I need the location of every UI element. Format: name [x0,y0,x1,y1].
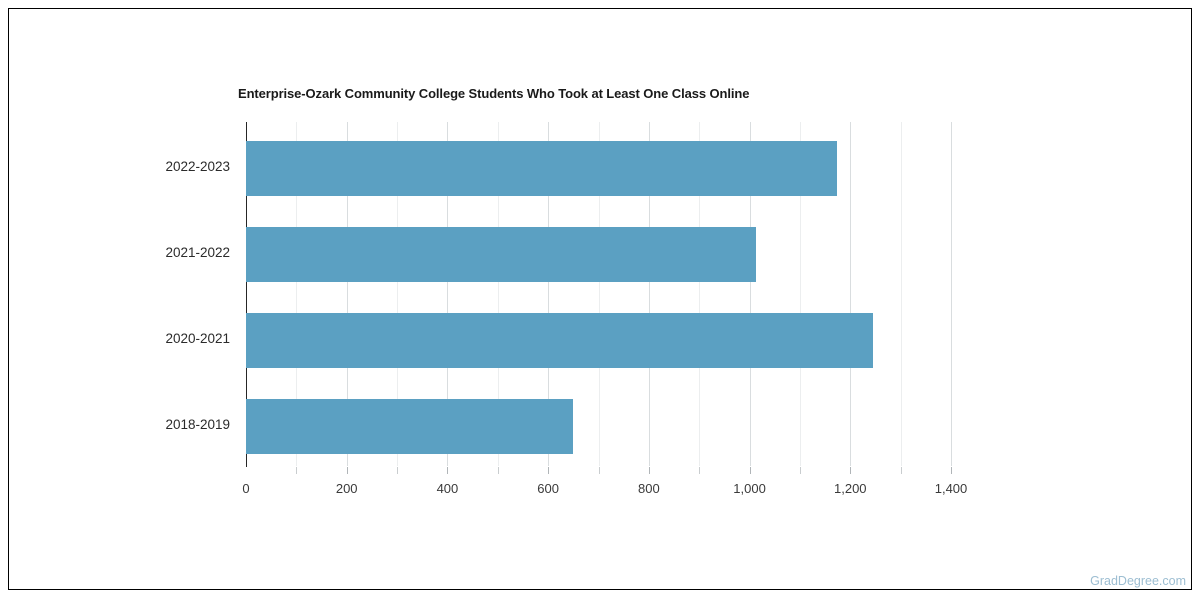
x-tick-label-600: 600 [537,481,559,496]
x-tick-label-200: 200 [335,481,358,496]
gridline-major [346,122,348,466]
x-tick-minor [397,467,399,474]
bar-row [246,140,951,196]
watermark-graddegree: GradDegree.com [1090,574,1186,588]
x-tick-major [548,467,550,474]
gridline-minor [296,122,298,466]
chart-frame [8,8,1192,590]
bar-2020-2021[interactable] [246,312,873,368]
x-tick-minor [598,467,600,474]
x-tick-label-400: 400 [436,481,459,496]
gridline-major [951,122,952,466]
x-tick-minor [799,467,801,474]
x-tick-label-1000: 1,000 [733,481,766,496]
x-tick-major [648,467,650,474]
bar-2021-2022[interactable] [246,226,757,282]
y-axis-label-2020-2021: 2020-2021 [165,331,230,346]
x-tick-label-1400: 1,400 [934,481,968,496]
x-tick-minor [296,467,298,474]
gridline-major [648,122,650,466]
x-tick-major [749,467,751,474]
x-tick-major [346,467,348,474]
gridline-major [749,122,751,466]
gridline-minor [497,122,499,466]
x-tick-minor [497,467,499,474]
bar-2022-2023[interactable] [246,140,837,196]
x-tick-label-800: 800 [637,481,660,496]
x-tick-minor [900,467,902,474]
plot-area [246,122,952,466]
bar-row [246,312,951,368]
x-tick-minor [699,467,701,474]
gridline-major [548,122,550,466]
y-axis-label-2022-2023: 2022-2023 [165,159,230,174]
x-tick-major [951,467,952,474]
gridline-minor [900,122,902,466]
y-axis-label-2018-2019: 2018-2019 [165,417,230,432]
gridline-minor [799,122,801,466]
gridline-major [850,122,852,466]
bar-row [246,398,951,454]
y-axis-label-2021-2022: 2021-2022 [165,245,230,260]
bar-row [246,226,951,282]
y-axis-line [246,122,247,467]
gridline-minor [598,122,600,466]
bar-2018-2019[interactable] [246,398,573,454]
gridline-minor [397,122,399,466]
x-tick-label-0: 0 [242,481,250,496]
chart-title: Enterprise-Ozark Community College Stude… [238,86,750,101]
x-tick-label-1200: 1,200 [834,481,867,496]
gridline-minor [699,122,701,466]
x-tick-major [850,467,852,474]
x-tick-major [447,467,449,474]
gridline-major [447,122,449,466]
